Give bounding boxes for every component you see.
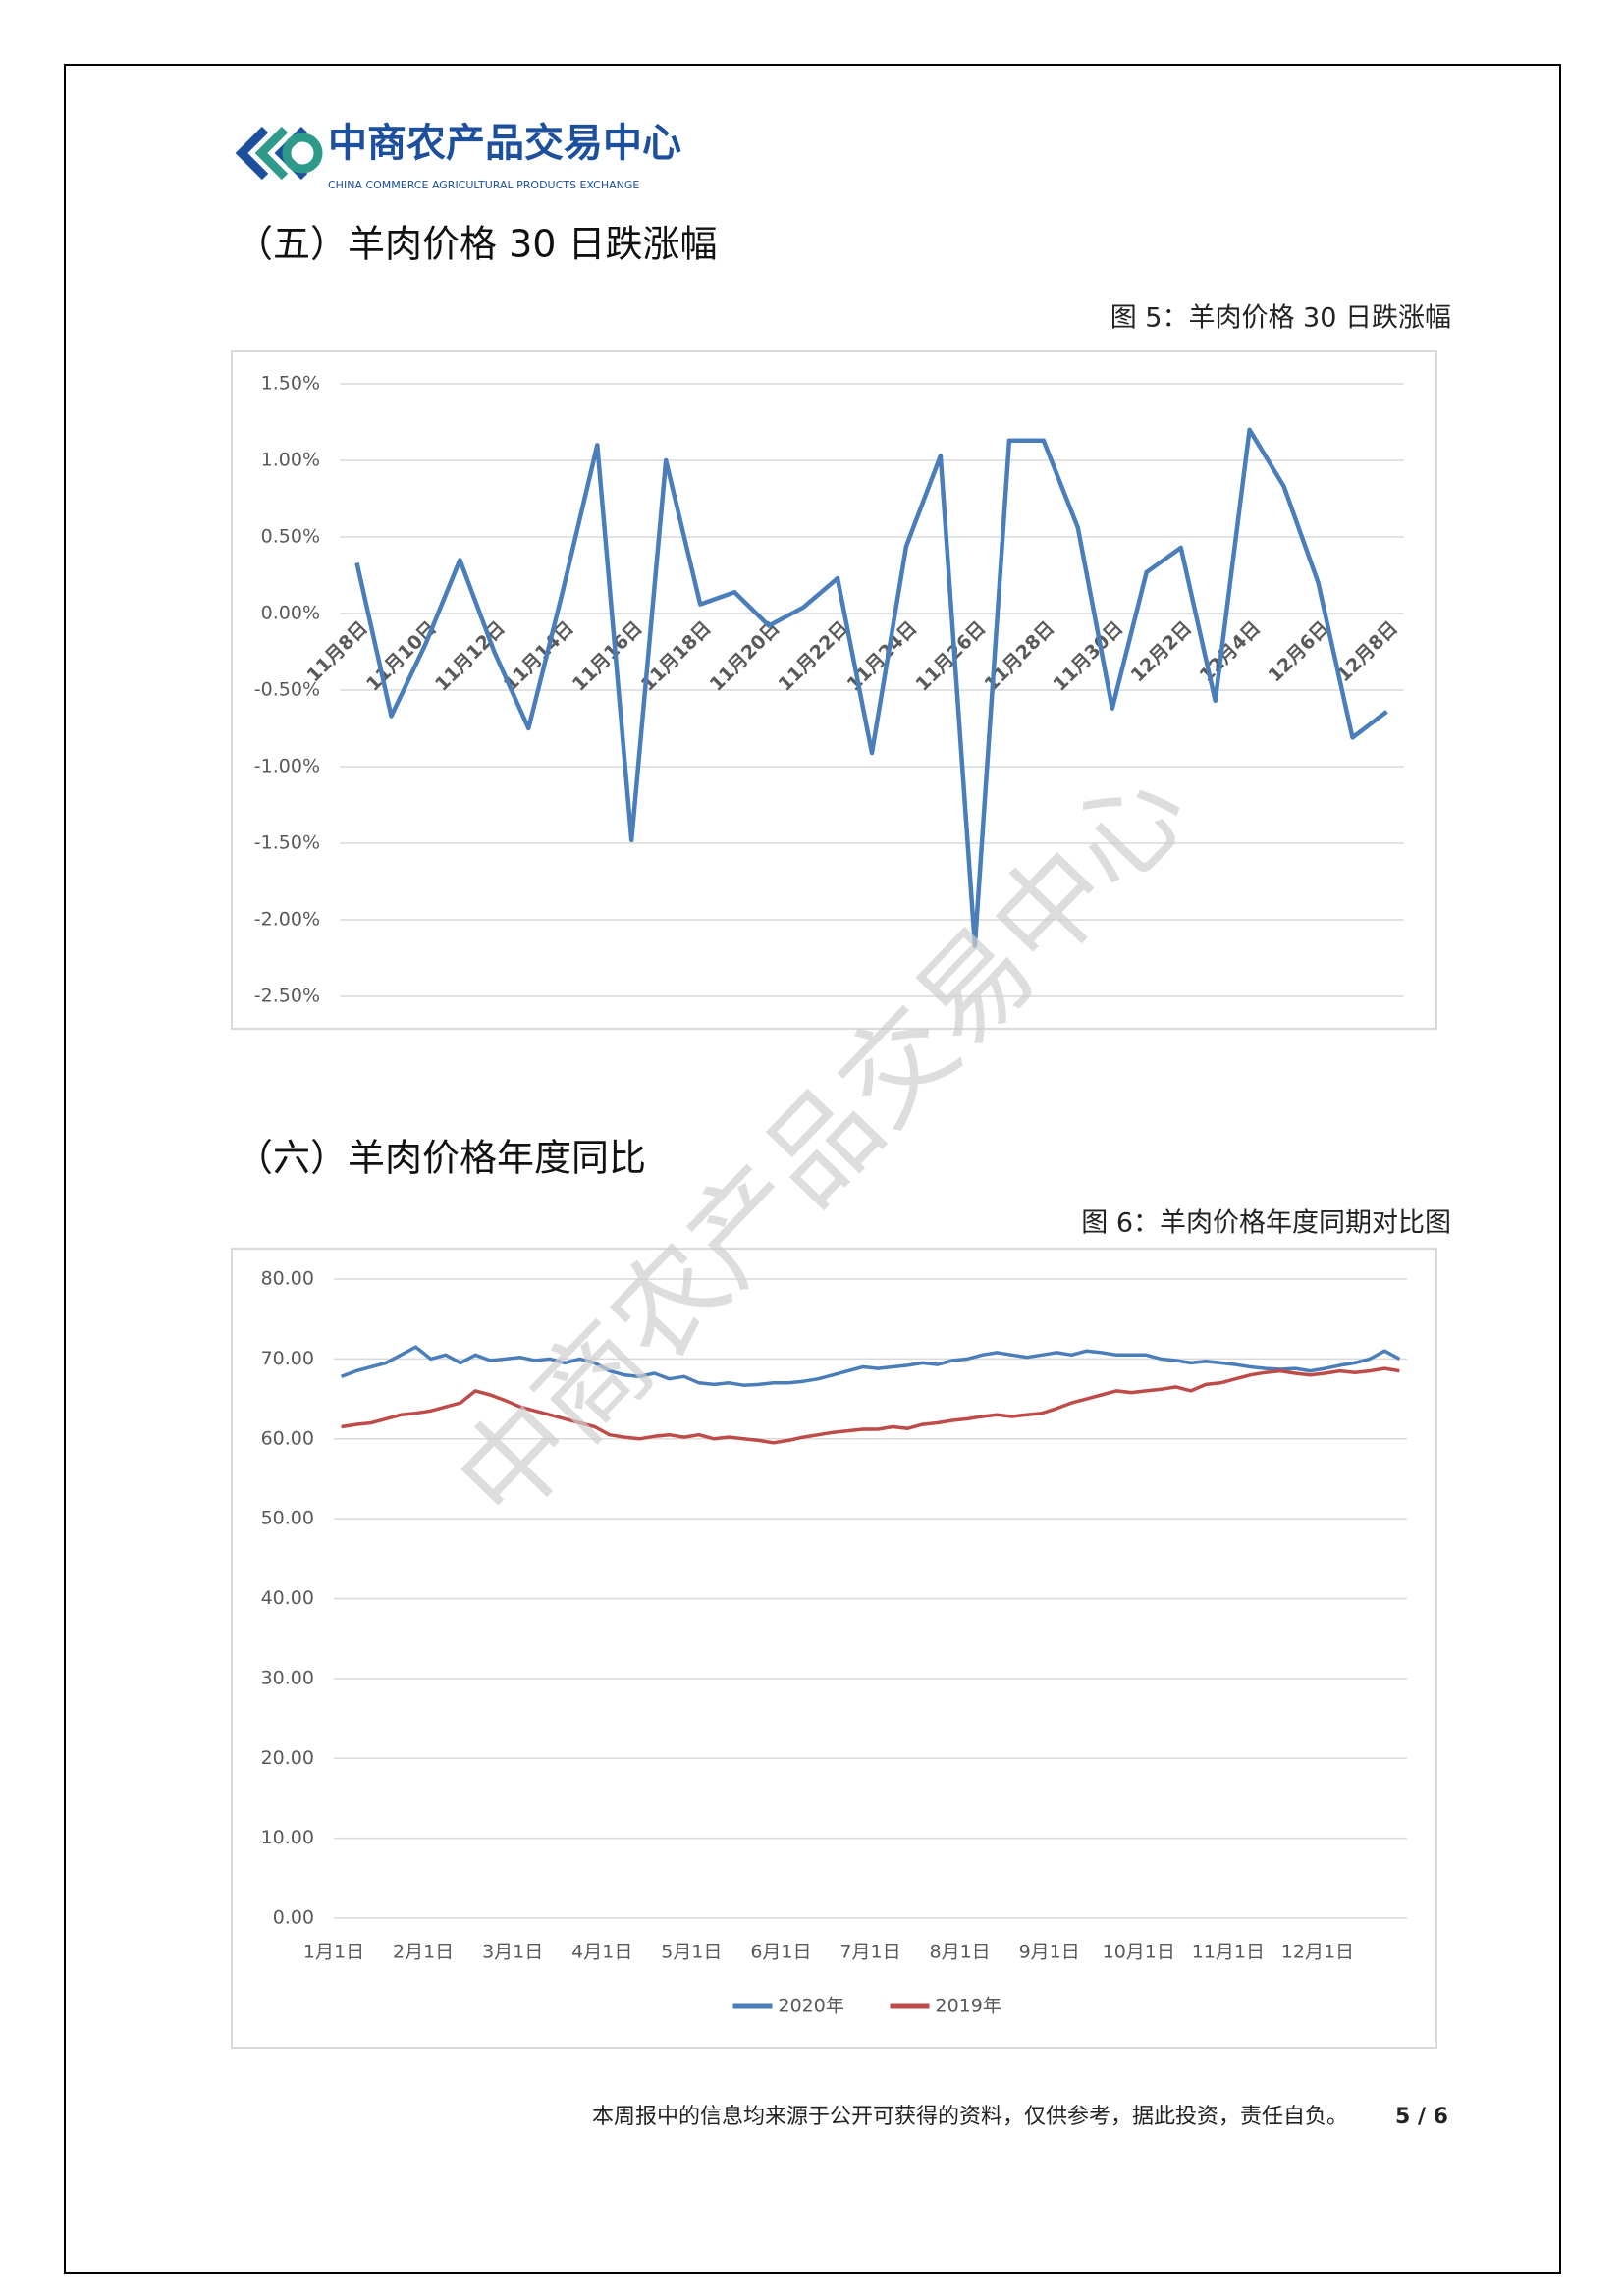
- logo-text: 中商农产品交易中心: [328, 121, 681, 166]
- x-tick-label: 8月1日: [929, 1942, 990, 1963]
- y-tick-label: 0.00: [273, 1907, 314, 1929]
- y-tick-label: -1.00%: [254, 756, 320, 777]
- x-tick-label: 11月30日: [1049, 617, 1127, 696]
- x-tick-label: 11月8日: [302, 617, 371, 686]
- x-tick-label: 12月6日: [1265, 617, 1333, 686]
- y-tick-label: 1.50%: [261, 373, 320, 395]
- x-tick-label: 1月1日: [303, 1942, 364, 1963]
- x-tick-label: 6月1日: [750, 1942, 811, 1963]
- series-line: [354, 427, 1388, 948]
- charts: -2.50% -2.00% -1.50% -1.00% -0.50% 0.00% 0.50%…: [254, 373, 1407, 2017]
- logo-icon: [235, 126, 323, 181]
- section-heading: （六）羊肉价格年度同比: [236, 1137, 646, 1180]
- y-tick-label: 40.00: [261, 1587, 314, 1609]
- page-border: [64, 64, 1561, 2274]
- legend-label: 2020年: [779, 1996, 844, 2017]
- y-tick-label: 20.00: [261, 1747, 314, 1769]
- x-tick-label: 4月1日: [571, 1942, 632, 1963]
- chart-frame: [231, 1248, 1437, 2049]
- logo-subtitle: CHINA COMMERCE AGRICULTURAL PRODUCTS EXC…: [328, 179, 639, 191]
- y-tick-label: 60.00: [261, 1427, 314, 1449]
- x-tick-label: 11月22日: [775, 617, 853, 696]
- x-tick-label: 12月8日: [1332, 617, 1401, 686]
- y-tick-label: 50.00: [261, 1508, 314, 1529]
- page-number: 5 / 6: [1395, 2105, 1448, 2129]
- y-tick-label: 1.00%: [261, 450, 320, 471]
- x-tick-label: 10月1日: [1103, 1942, 1175, 1963]
- x-tick-label: 12月1日: [1281, 1942, 1354, 1963]
- figure-caption: 图 5：羊肉价格 30 日跌涨幅: [1110, 303, 1451, 334]
- section-heading: （五）羊肉价格 30 日跌涨幅: [236, 223, 718, 266]
- series-line: [340, 1345, 1401, 1387]
- x-tick-label: 11月10日: [362, 617, 441, 696]
- y-tick-label: -0.50%: [254, 679, 320, 701]
- x-tick-label: 9月1日: [1019, 1942, 1080, 1963]
- x-tick-label: 2月1日: [393, 1942, 454, 1963]
- legend-label: 2019年: [936, 1996, 1001, 2017]
- y-tick-label: -2.50%: [254, 986, 320, 1007]
- x-tick-label: 11月1日: [1192, 1942, 1265, 1963]
- x-tick-label: 11月20日: [706, 617, 785, 696]
- x-tick-label: 12月2日: [1127, 617, 1196, 686]
- x-tick-label: 7月1日: [839, 1942, 900, 1963]
- x-tick-label: 11月16日: [568, 617, 647, 696]
- y-tick-label: 80.00: [261, 1268, 314, 1290]
- x-tick-label: 5月1日: [661, 1942, 722, 1963]
- chart-frame: [231, 350, 1437, 1030]
- footer-disclaimer: 本周报中的信息均来源于公开可获得的资料，仅供参考，据此投资，责任自负。: [592, 2105, 1348, 2129]
- y-tick-label: 30.00: [261, 1667, 314, 1688]
- y-tick-label: 70.00: [261, 1348, 314, 1369]
- y-tick-label: 10.00: [261, 1827, 314, 1848]
- y-tick-label: 0.50%: [261, 526, 320, 548]
- y-tick-label: -2.00%: [254, 909, 320, 931]
- y-tick-label: 0.00%: [261, 603, 320, 624]
- y-tick-label: -1.50%: [254, 832, 320, 854]
- figure-caption: 图 6：羊肉价格年度同期对比图: [1081, 1208, 1451, 1239]
- x-tick-label: 3月1日: [482, 1942, 543, 1963]
- series-line: [341, 1366, 1400, 1445]
